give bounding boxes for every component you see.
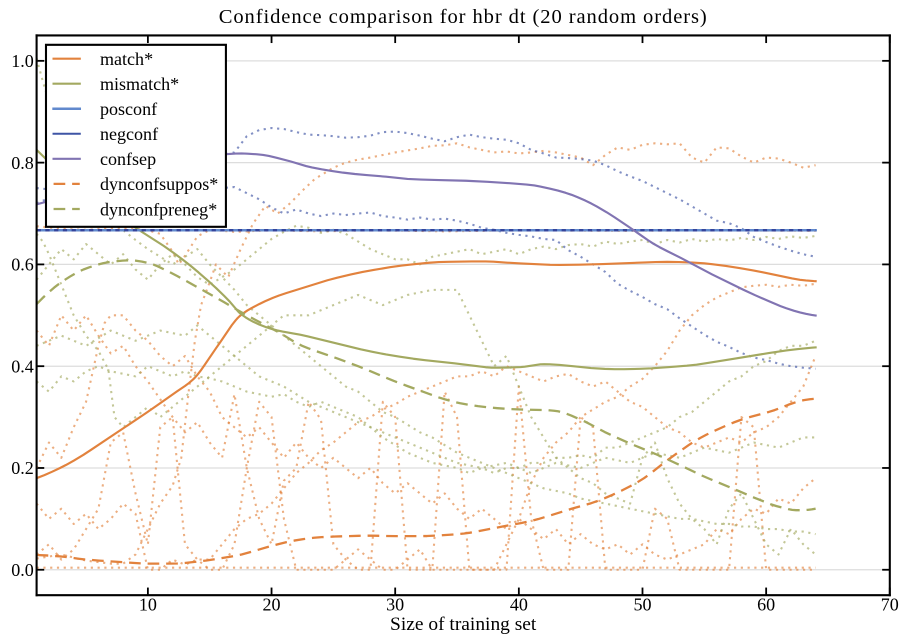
svg-text:dynconfpreneg*: dynconfpreneg* [100, 199, 217, 219]
svg-text:10: 10 [139, 595, 157, 615]
svg-text:70: 70 [881, 595, 899, 615]
svg-text:20: 20 [263, 595, 281, 615]
svg-text:mismatch*: mismatch* [100, 74, 179, 94]
svg-text:50: 50 [633, 595, 651, 615]
svg-text:negconf: negconf [100, 124, 159, 144]
svg-text:30: 30 [386, 595, 404, 615]
svg-text:0.0: 0.0 [11, 560, 34, 580]
svg-text:dynconfsuppos*: dynconfsuppos* [100, 174, 218, 194]
svg-text:40: 40 [510, 595, 528, 615]
svg-text:0.8: 0.8 [11, 153, 34, 173]
svg-text:Confidence comparison for hbr: Confidence comparison for hbr dt (20 ran… [219, 6, 708, 28]
svg-text:match*: match* [100, 49, 153, 69]
svg-text:0.6: 0.6 [11, 255, 34, 275]
svg-text:posconf: posconf [100, 99, 158, 119]
svg-text:60: 60 [757, 595, 775, 615]
svg-text:0.4: 0.4 [11, 356, 34, 376]
svg-text:confsep: confsep [100, 149, 156, 169]
svg-text:1.0: 1.0 [11, 51, 34, 71]
svg-text:Size of training set: Size of training set [390, 614, 537, 635]
svg-text:0.2: 0.2 [11, 458, 34, 478]
